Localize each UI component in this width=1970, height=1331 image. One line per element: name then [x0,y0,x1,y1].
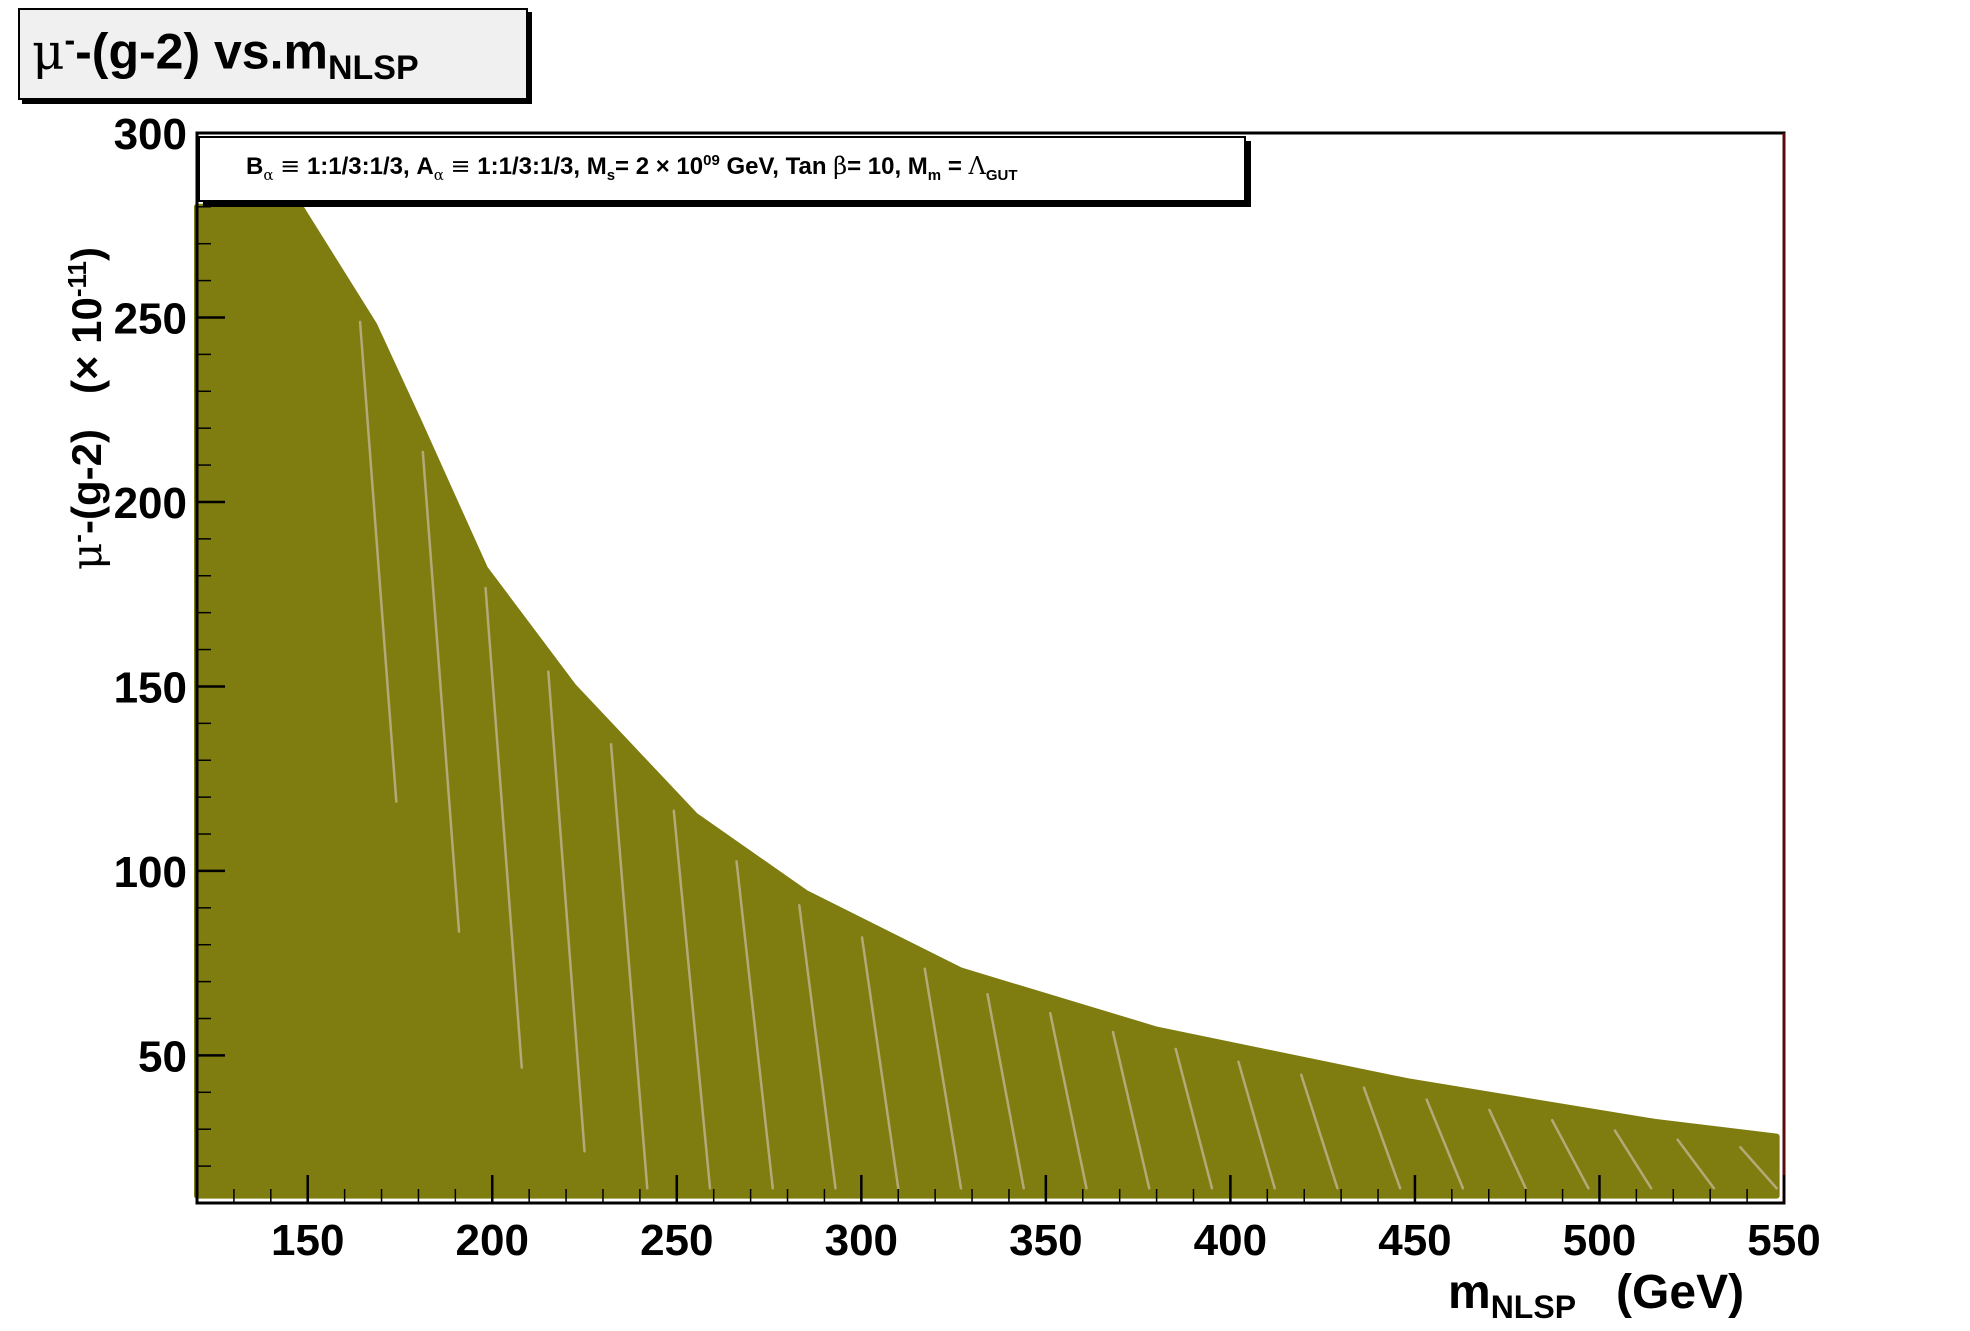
ms-unit: GeV, [726,153,779,180]
y-tick-label: 300 [114,110,187,159]
scan-band-gap [1550,1118,1590,1190]
scan-band-gap [421,450,461,933]
ms-value: = 2 × 10 [615,153,704,180]
scan-band-gap [923,967,963,1190]
y-tick-label: 50 [138,1032,187,1081]
chart-title: μ--(g-2) vs.mNLSP [32,22,419,87]
scan-band-gap [1488,1108,1527,1190]
equiv-1: ≡ [280,152,301,180]
x-tick-label: 250 [640,1216,713,1265]
x-tick-label: 350 [1009,1216,1082,1265]
y-tick-label: 150 [114,663,187,712]
scan-band-gap [1739,1146,1778,1190]
data-region [194,203,1780,1199]
title-sup: - [64,22,76,58]
y-tick-label: 200 [114,479,187,528]
x-tick-label: 450 [1378,1216,1451,1265]
scan-band-gap [1676,1138,1716,1190]
x-tick-label: 300 [825,1216,898,1265]
scan-band-gap [1237,1060,1276,1190]
scan-band-gap [1111,1030,1151,1190]
x-axis-label: mNLSP (GeV) [1448,1265,1745,1325]
a-alpha-sub: α [433,165,444,184]
x-tick-label: 550 [1747,1216,1820,1265]
a-alpha: A [416,153,434,180]
ylabel-main: -(g-2) [63,429,110,535]
mm: M [907,153,928,180]
ms-exp: 09 [703,152,720,169]
scan-band-gap [1425,1098,1465,1190]
y-tick-label: 250 [114,294,187,343]
beta: β [833,152,848,180]
lambda-sub: GUT [985,166,1018,184]
tan-value: = 10, [847,153,902,180]
scan-band-gap [1048,1011,1088,1190]
ylabel-close: ) [63,246,110,261]
ylabel-mu: μ [62,542,111,570]
tan: Tan [785,153,827,180]
a-value: 1:1/3:1/3, [477,153,581,180]
title-main: -(g-2) vs.m [75,23,328,80]
ms-sub: s [606,166,616,184]
y-tick-label: 100 [114,848,187,897]
scan-band-gap [484,586,524,1069]
scan-band-gap [735,860,774,1190]
scan-band-gap [860,936,900,1190]
x-tick-label: 500 [1563,1216,1636,1265]
scan-band-gap [672,809,712,1190]
scan-band-gap [609,743,649,1190]
ylabel-sup: - [62,534,92,543]
title-mu: μ [32,22,65,81]
b-value: 1:1/3:1/3, [306,153,410,180]
mm-eq: = [947,153,962,180]
xlabel-sub: NLSP [1490,1289,1577,1325]
x-tick-label: 400 [1194,1216,1267,1265]
x-tick-label: 150 [271,1216,344,1265]
scan-band-gap [1362,1086,1402,1190]
ylabel-scale: (× 10 [63,297,110,395]
scan-band-gap [1613,1129,1653,1190]
y-axis-label-text: μ--(g-2) (× 10-11) [62,247,111,570]
parameter-legend-box: Bα ≡ 1:1/3:1/3, Aα ≡ 1:1/3:1/3, Ms= 2 × … [198,136,1246,202]
axes: 150 200 250 300 350 400 450 500 550 50 100 150 200 25… [114,110,1821,1265]
parameter-text: Bα ≡ 1:1/3:1/3, Aα ≡ 1:1/3:1/3, Ms= 2 × … [246,152,1018,184]
scan-band-gap [1299,1073,1339,1190]
scan-band-gap [1174,1047,1214,1190]
scan-band-gap [986,992,1025,1190]
scan-band-gaps [358,320,1778,1190]
scan-band-gap [547,670,586,1153]
equiv-2: ≡ [450,152,471,180]
title-sub: NLSP [327,48,419,87]
xlabel-m: m [1448,1266,1491,1319]
b-alpha-sub: α [263,165,274,184]
xlabel-unit: (GeV) [1616,1266,1745,1319]
b-alpha: B [246,153,264,180]
scan-region [194,203,1780,1199]
ms: M [586,153,607,180]
scan-band-gap [358,320,398,803]
mm-sub: m [927,166,942,184]
title-box: μ--(g-2) vs.mNLSP [18,8,528,100]
scan-band-gap [798,903,837,1190]
lambda: Λ [968,152,986,180]
x-tick-label: 200 [456,1216,529,1265]
ylabel-scale-exp: -11 [62,260,92,298]
